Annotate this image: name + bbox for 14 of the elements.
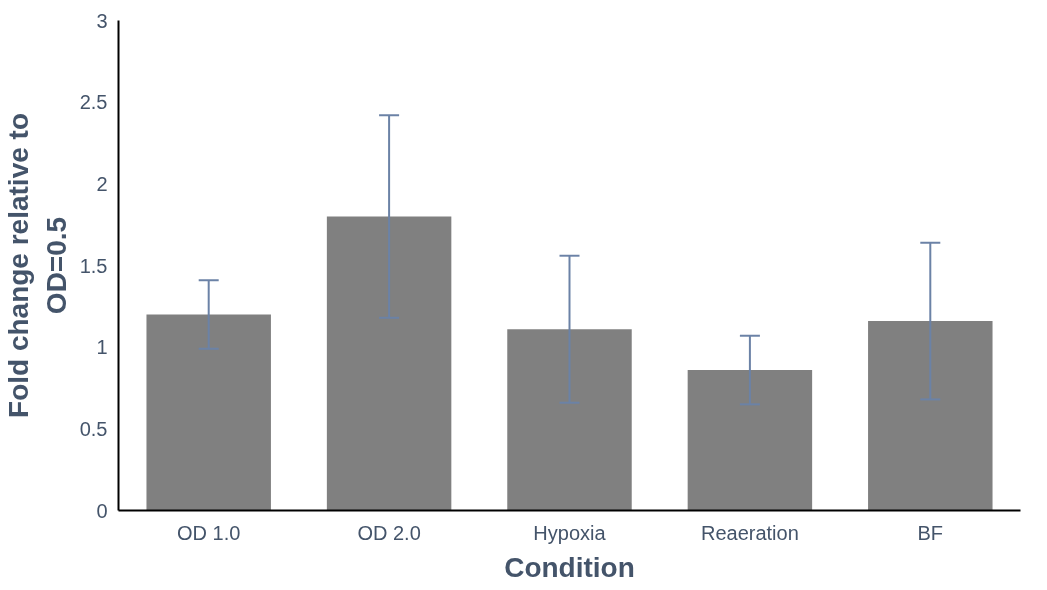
y-tick-label: 0.5 (79, 417, 108, 440)
x-tick-label: OD 2.0 (357, 521, 421, 544)
x-tick-label: BF (917, 521, 944, 544)
y-tick-label: 0 (96, 499, 108, 522)
y-tick-label: 2.5 (79, 91, 108, 114)
x-axis-title: Condition (504, 551, 635, 583)
y-axis-title: Fold change relative to OD=0.5 (3, 113, 72, 418)
y-tick-label: 1.5 (79, 254, 108, 277)
x-tick-label: Hypoxia (533, 521, 607, 544)
y-tick-label: 1 (96, 336, 108, 359)
x-tick-label: Reaeration (700, 521, 799, 544)
y-tick-label: 2 (96, 172, 108, 195)
y-tick-label: 3 (96, 9, 108, 32)
x-tick-label: OD 1.0 (177, 521, 241, 544)
